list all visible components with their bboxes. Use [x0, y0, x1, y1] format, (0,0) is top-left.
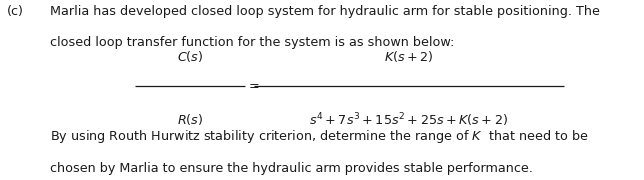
Text: $s^4+7s^3+15s^2+25s+K(s+2)$: $s^4+7s^3+15s^2+25s+K(s+2)$: [309, 112, 509, 129]
Text: $C(s)$: $C(s)$: [177, 49, 203, 64]
Text: $R(s)$: $R(s)$: [177, 112, 203, 127]
Text: $K(s+2)$: $K(s+2)$: [384, 49, 433, 64]
Text: By using Routh Hurwitz stability criterion, determine the range of $K$  that nee: By using Routh Hurwitz stability criteri…: [50, 128, 589, 145]
Text: (c): (c): [6, 4, 23, 17]
Text: =: =: [249, 80, 260, 93]
Text: chosen by Marlia to ensure the hydraulic arm provides stable performance.: chosen by Marlia to ensure the hydraulic…: [50, 162, 533, 175]
Text: closed loop transfer function for the system is as shown below:: closed loop transfer function for the sy…: [50, 36, 455, 49]
Text: Marlia has developed closed loop system for hydraulic arm for stable positioning: Marlia has developed closed loop system …: [50, 4, 600, 17]
